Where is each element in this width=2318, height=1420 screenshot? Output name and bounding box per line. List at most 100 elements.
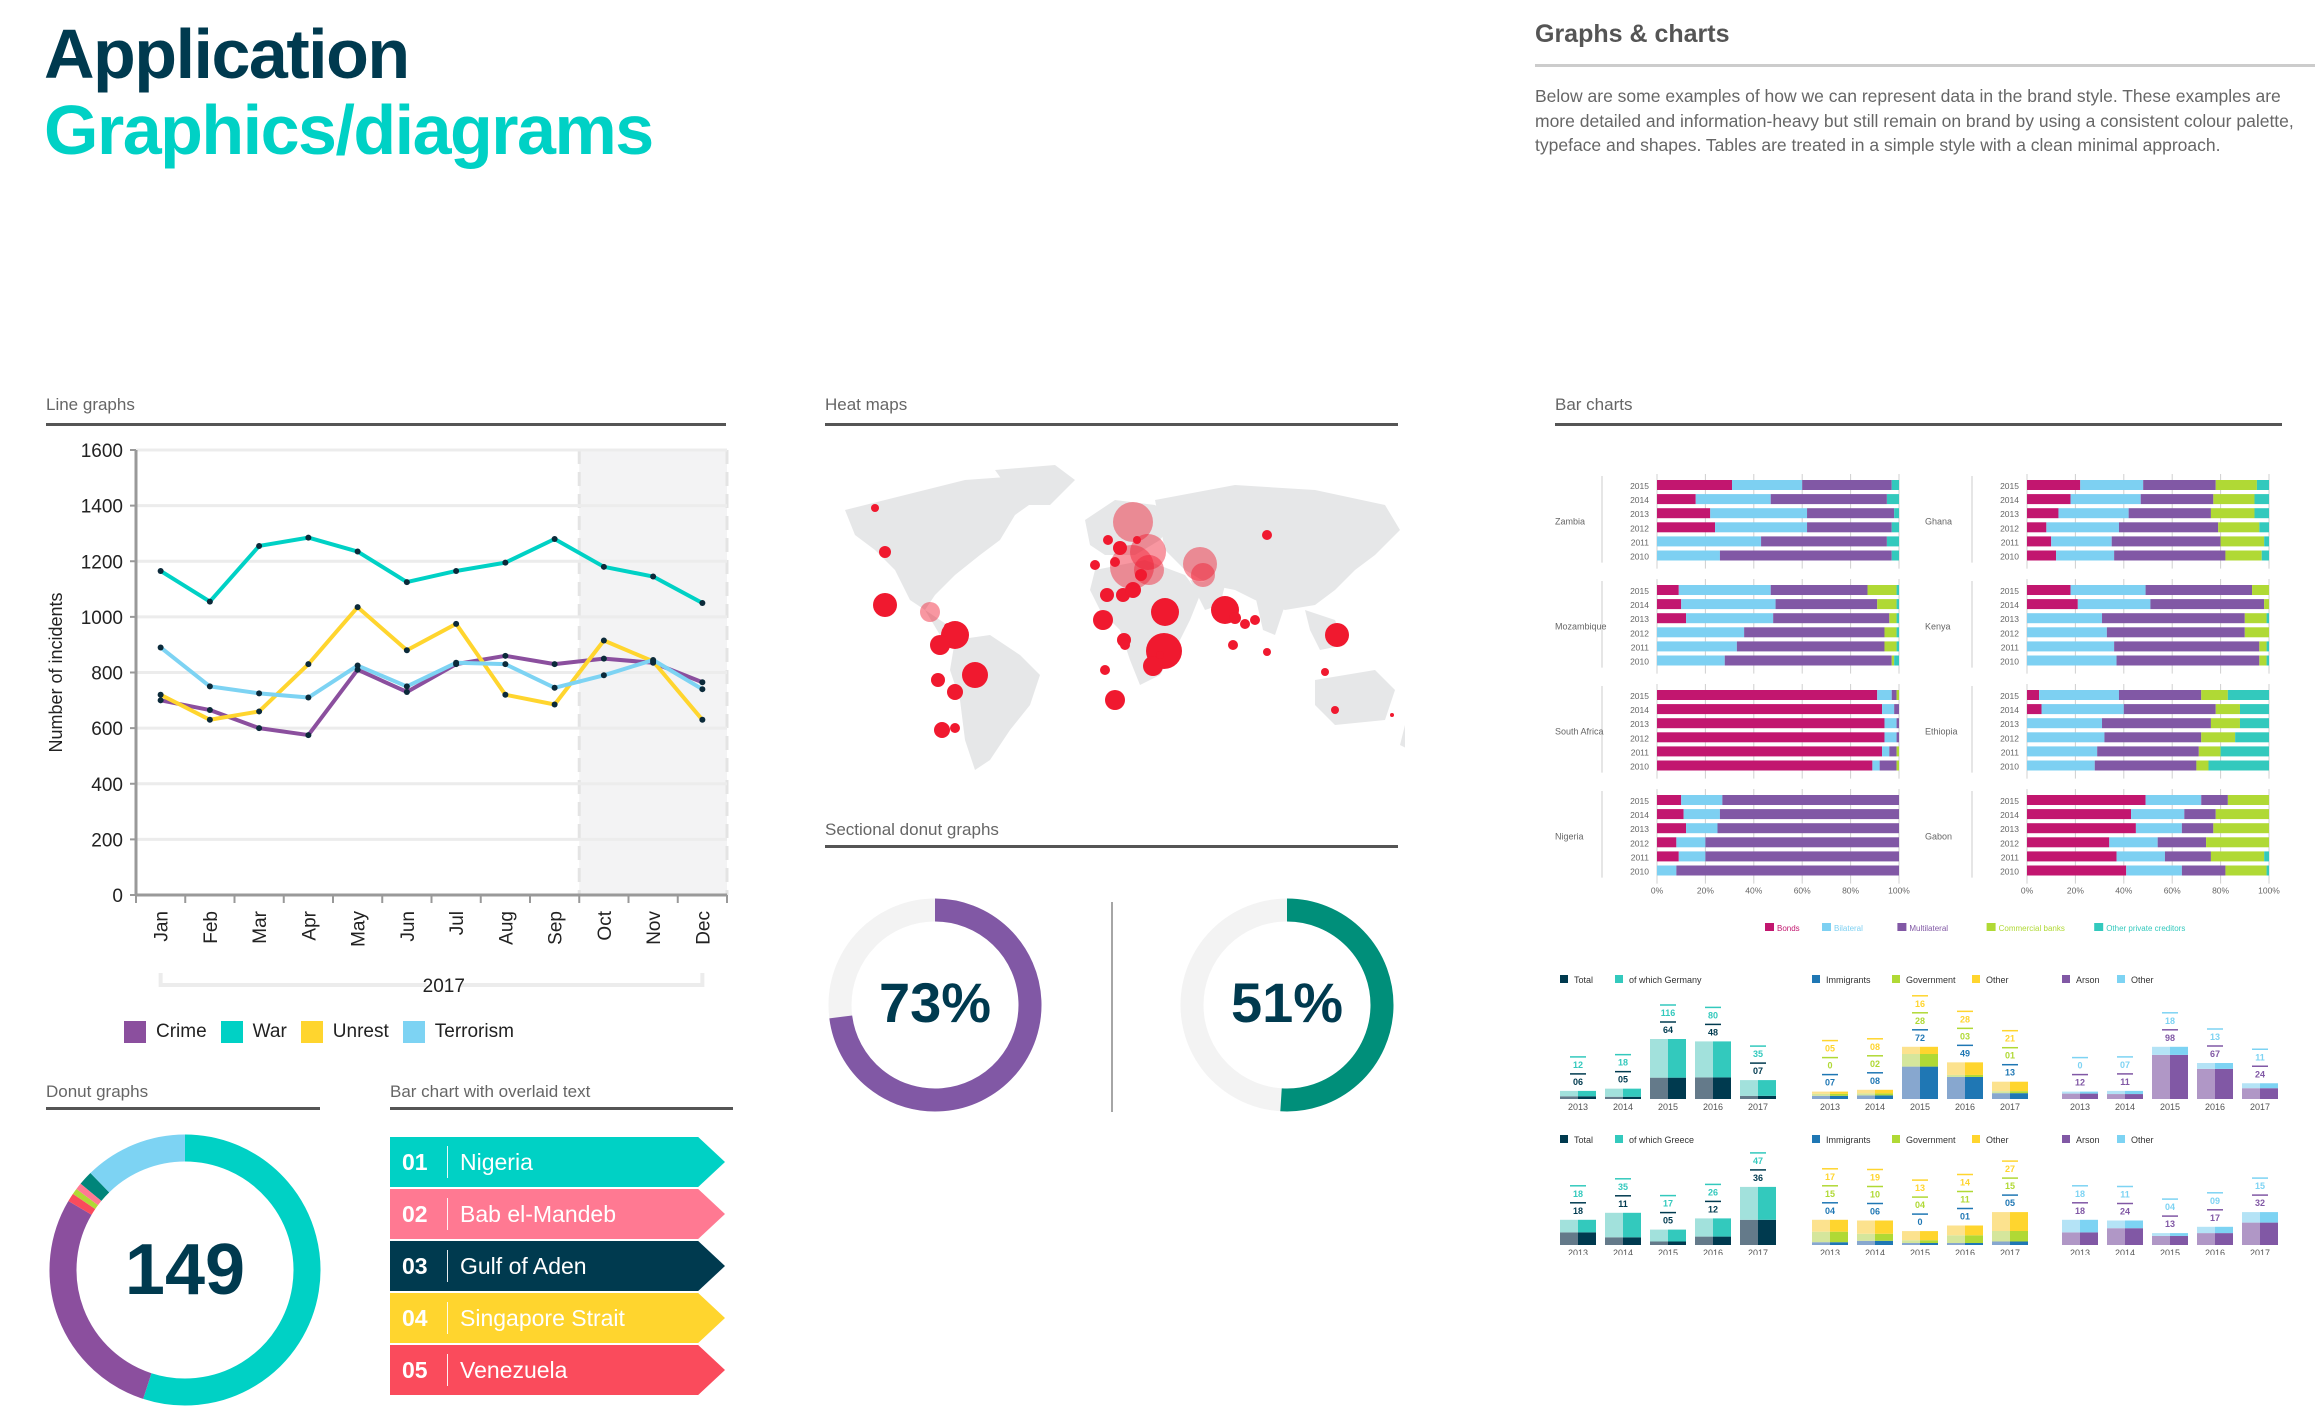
country-label: Nigeria [1555,831,1584,841]
column-value-label: 11 [1960,1195,1970,1205]
column-segment [1947,1074,1965,1077]
bar-segment-bonds [2027,865,2127,876]
column-value-label: 18 [2075,1206,2085,1216]
column-segment [1695,1077,1713,1099]
incident-hotspot [1151,598,1179,626]
line-chart: 0 200 400 600 800 1000 1200 1400 1600 Jan Feb Mar Ap… [46,441,729,997]
legend-label: Commercial banks [1999,924,2065,933]
bar-segment-multilateral [1879,760,1897,771]
bar-segment-other-private-creditors [1891,522,1899,533]
column-segment [2062,1232,2080,1245]
bar-segment-other-private-creditors [2266,641,2269,652]
bar-segment-bilateral [1877,690,1892,700]
year-label: 2013 [2000,614,2019,624]
data-point-war [502,559,509,566]
country-label: Zambia [1555,516,1585,526]
bar-label: Nigeria [460,1148,533,1175]
column-segment [1992,1093,2010,1099]
bar-segment-multilateral [2097,746,2199,757]
stacked-bar-charts: Zambia 2015 2014 2013 2012 2011 2010 Ghana 2015 2… [1555,474,2280,933]
bar-segment-bilateral [2077,599,2151,610]
x-tick-label: Oct [595,910,616,940]
bar-segment-bilateral [2027,760,2095,771]
column-segment [1740,1080,1758,1096]
column-value-label: 49 [1960,1048,1970,1058]
column-segment [1650,1077,1668,1099]
bar-segment-bilateral [2070,494,2141,505]
bar-segment-other-private-creditors [2235,732,2269,743]
legend-swatch [124,1021,146,1043]
year-label: 2013 [1568,1248,1588,1255]
legend-label: Immigrants [1826,1135,1871,1145]
separator [447,1302,448,1334]
bar-charts-heading: Bar charts [1555,395,1633,414]
x-tick-label: Apr [299,910,320,940]
year-label: 2014 [2000,600,2019,610]
land-mass [1155,485,1400,610]
column-segment [1857,1089,1875,1094]
bar-segment-bilateral [2027,732,2105,743]
column-value-label: 15 [1825,1189,1835,1199]
column-segment [2010,1212,2028,1231]
legend-label: Other private creditors [2106,924,2185,933]
line-graphs-rule [46,423,726,426]
column-segment [1623,1088,1641,1097]
incident-hotspot [962,662,988,688]
incident-hotspot [1263,648,1271,656]
data-point-crime [699,679,706,686]
bar-segment-commercial-banks [2264,599,2269,610]
bar-segment-multilateral [1705,851,1899,862]
column-value-label: 11 [1618,1199,1628,1209]
bar-segment-bilateral [2131,809,2185,820]
bar-segment-bilateral [2135,823,2182,834]
bar-segment-bilateral [1686,823,1718,834]
data-point-crime [206,707,213,714]
year-label: 2013 [1820,1102,1840,1112]
year-label: 2015 [1630,691,1649,701]
column-value-label: 15 [2005,1181,2015,1191]
column-segment [2215,1063,2233,1069]
bar-segment-other-private-creditors [1891,480,1899,490]
data-point-crime [600,655,607,662]
column-segment [1758,1095,1776,1099]
year-label: 2012 [1630,523,1649,533]
column-segment [1695,1236,1713,1245]
column-segment [1578,1090,1596,1097]
bar-segment-bonds [1657,795,1682,805]
year-label: 2014 [1630,495,1649,505]
bar-segment-other-private-creditors [1896,613,1899,624]
column-segment [1875,1089,1893,1094]
column-segment [1650,1241,1668,1245]
column-segment [1920,1231,1938,1241]
legend-item-crime: Crime [124,1021,207,1043]
column-segment [1758,1186,1776,1220]
column-segment [1578,1096,1596,1099]
year-label: 2013 [2070,1248,2090,1255]
legend-label: Crime [156,1021,207,1042]
bar-segment-commercial-banks [2244,627,2269,638]
incident-hotspot [1125,582,1141,598]
year-label: 2010 [1630,762,1649,772]
data-point-war [354,548,361,555]
column-value-label: 08 [1870,1076,1880,1086]
data-point-war [206,598,213,605]
column-value-label: 05 [2005,1198,2015,1208]
legend-swatch [1812,1135,1820,1143]
mini-column-charts: Total of which Germany 06 12 2013 05 18 2014 64 1… [1560,975,2278,1255]
x-tick-label: Jul [447,911,468,935]
data-point-war [305,534,312,541]
x-tick-label: Aug [496,911,517,945]
data-point-unrest [453,620,460,627]
column-segment [2107,1228,2125,1245]
column-segment [1857,1095,1875,1099]
data-point-terrorism [502,661,509,668]
bar-segment-multilateral [2123,704,2216,715]
column-segment [1812,1231,1830,1243]
donut-chart [49,1134,321,1406]
donut-segment-dark-green [80,1173,110,1201]
bar-charts-rule [1555,423,2282,426]
bar-segment-bonds [2027,823,2136,834]
year-bracket [158,973,427,987]
year-label: 2010 [2000,657,2019,667]
bar-segment-commercial-banks [2201,690,2228,700]
